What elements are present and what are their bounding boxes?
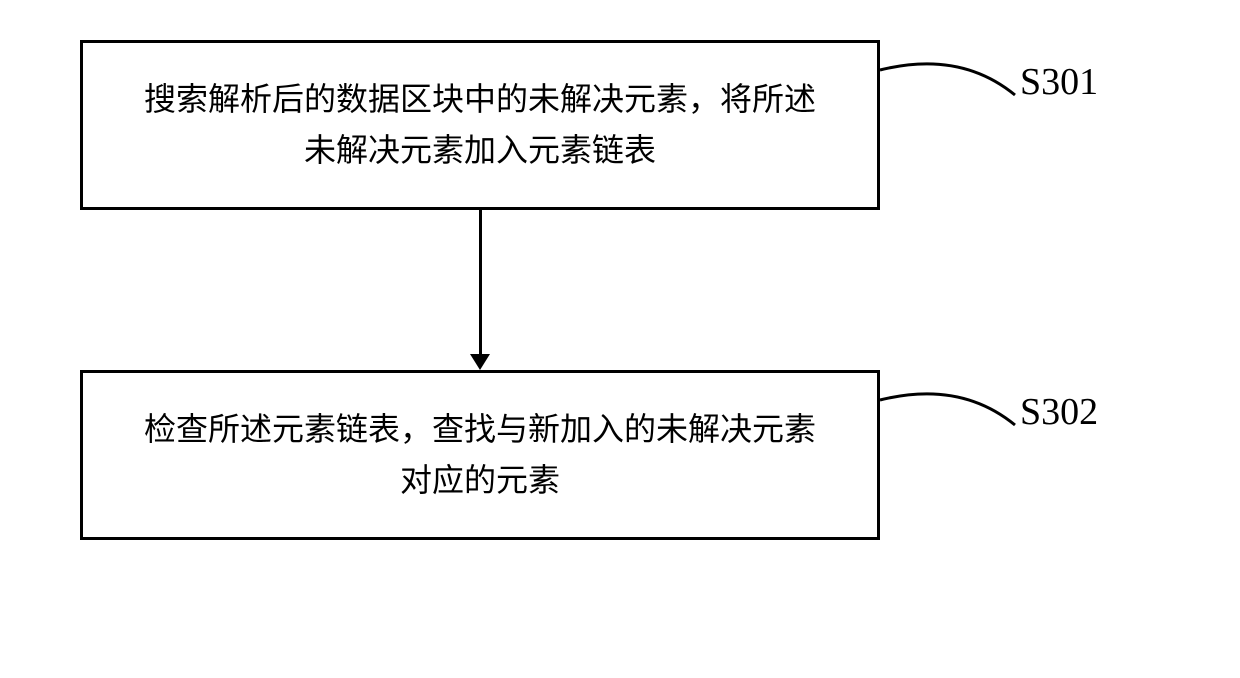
step2-label: S302 <box>1020 390 1098 434</box>
leader-line-2 <box>80 40 1080 640</box>
